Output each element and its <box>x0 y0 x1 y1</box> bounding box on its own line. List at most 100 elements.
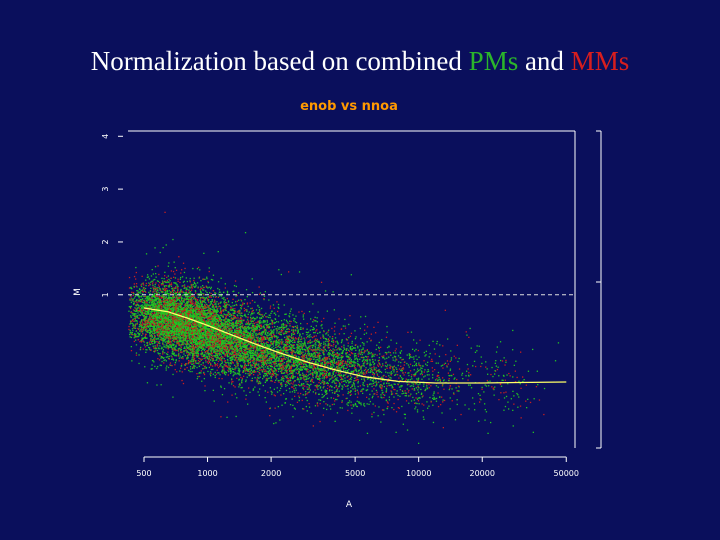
data-point <box>171 298 173 300</box>
data-point <box>154 335 156 337</box>
data-point <box>163 305 165 307</box>
data-point <box>144 329 146 331</box>
data-point <box>238 292 240 294</box>
data-point <box>183 340 185 342</box>
data-point <box>163 318 165 320</box>
data-point <box>173 323 175 325</box>
data-point <box>152 310 154 312</box>
data-point <box>203 322 205 324</box>
data-point <box>148 312 150 314</box>
data-point <box>174 347 176 349</box>
data-point <box>158 312 160 314</box>
data-point <box>153 337 155 340</box>
data-point <box>153 338 156 340</box>
data-point <box>164 313 166 315</box>
data-point <box>199 333 201 335</box>
data-point <box>189 280 191 282</box>
data-point <box>174 299 176 301</box>
data-point <box>144 323 147 326</box>
data-point <box>155 324 157 327</box>
data-point <box>191 320 193 323</box>
data-point <box>173 303 175 305</box>
data-point <box>152 273 154 275</box>
data-point <box>196 322 198 324</box>
data-point <box>160 312 162 314</box>
data-point <box>167 313 169 315</box>
data-point <box>160 317 162 320</box>
data-point <box>169 280 171 282</box>
data-point <box>220 342 222 344</box>
data-point <box>165 316 167 318</box>
data-point <box>221 362 223 364</box>
data-point <box>188 300 190 302</box>
data-point <box>162 326 165 328</box>
data-point <box>239 332 241 334</box>
data-point <box>128 306 130 308</box>
data-point <box>226 329 228 331</box>
data-point <box>184 324 186 326</box>
data-point <box>136 286 138 288</box>
data-point <box>186 319 188 321</box>
data-point <box>201 315 203 317</box>
data-point <box>151 307 153 309</box>
data-point <box>181 312 183 314</box>
data-point <box>166 335 168 337</box>
data-point <box>168 329 170 331</box>
data-point <box>150 331 152 333</box>
data-point <box>201 301 203 304</box>
data-point <box>188 369 190 372</box>
data-point <box>176 371 178 373</box>
data-point <box>133 286 135 288</box>
data-point <box>162 315 164 317</box>
data-point <box>156 292 159 295</box>
data-point <box>180 321 182 323</box>
data-point <box>139 333 141 335</box>
data-point <box>180 337 182 339</box>
data-point <box>165 299 167 301</box>
data-point <box>218 352 221 354</box>
data-point <box>205 323 208 325</box>
data-point <box>163 298 165 300</box>
data-point <box>166 331 168 333</box>
data-point <box>209 301 212 303</box>
data-point <box>235 285 237 288</box>
data-point <box>155 306 157 308</box>
data-point <box>152 324 154 326</box>
data-point <box>162 301 164 303</box>
data-point <box>172 354 175 356</box>
data-point <box>167 318 169 320</box>
data-point <box>204 336 207 338</box>
data-point <box>208 357 210 359</box>
data-point <box>225 315 227 317</box>
data-point <box>176 285 178 287</box>
data-point <box>220 331 222 333</box>
data-point <box>204 317 206 319</box>
data-point <box>209 313 211 316</box>
data-point <box>139 305 142 307</box>
data-point <box>210 296 212 298</box>
data-point <box>149 313 152 315</box>
data-point <box>241 377 244 379</box>
data-point <box>228 382 230 384</box>
data-point <box>142 340 144 342</box>
data-point <box>133 309 135 312</box>
data-point <box>137 327 139 330</box>
data-point <box>169 340 171 342</box>
data-point <box>171 365 173 367</box>
data-point <box>180 330 182 332</box>
data-point <box>152 319 154 321</box>
data-point <box>191 354 194 356</box>
data-point <box>156 321 158 323</box>
data-point <box>219 346 221 348</box>
data-point <box>170 308 172 310</box>
data-point <box>196 373 198 375</box>
data-point <box>189 309 191 311</box>
data-point <box>218 347 220 349</box>
data-point <box>143 319 145 322</box>
data-point <box>189 305 192 308</box>
data-point <box>143 316 145 318</box>
slide-title-mm: MMs <box>570 46 630 76</box>
data-point <box>188 297 190 299</box>
data-point <box>142 333 144 335</box>
data-point <box>157 324 159 326</box>
